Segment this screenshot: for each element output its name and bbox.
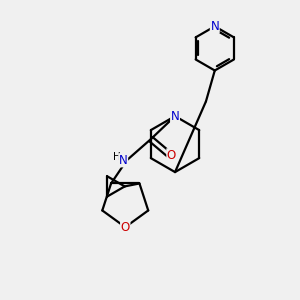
Text: O: O <box>167 149 176 162</box>
Text: N: N <box>210 20 219 33</box>
Text: H: H <box>113 152 121 162</box>
Text: O: O <box>121 220 130 234</box>
Text: N: N <box>119 154 128 167</box>
Text: N: N <box>171 110 179 123</box>
